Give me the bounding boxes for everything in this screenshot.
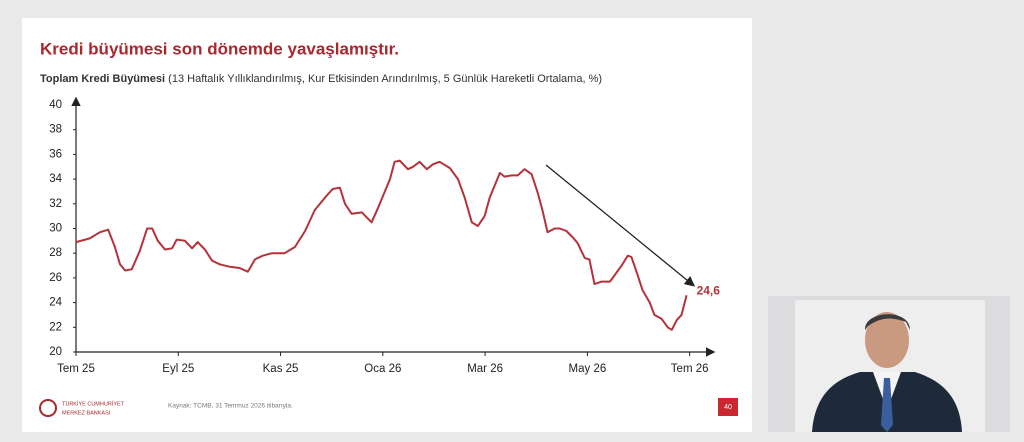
- x-tick-label: Kas 25: [263, 363, 299, 375]
- x-tick-label: Tem 26: [671, 363, 709, 375]
- source: Kaynak: TCMB, 31 Temmuz 2026 itibarıyla.: [168, 403, 293, 410]
- y-tick-label: 40: [49, 99, 62, 111]
- trend-arrow: [545, 164, 696, 287]
- y-tick-label: 38: [49, 124, 62, 136]
- y-tick-label: 22: [49, 321, 62, 333]
- data-line: [75, 159, 688, 331]
- logo-line: MERKEZ BANKASI: [62, 410, 111, 416]
- page-number: 40: [724, 404, 732, 411]
- y-tick-label: 36: [49, 148, 62, 160]
- value-label: 24,6: [697, 283, 721, 297]
- subtitle-bold: Toplam Kredi Büyümesi: [40, 73, 165, 85]
- y-tick-label: 24: [49, 297, 62, 309]
- logo-icon: [39, 399, 57, 417]
- chart-subtitle: Toplam Kredi Büyümesi (13 Haftalık Yıllı…: [40, 73, 602, 85]
- x-tick-label: Oca 26: [364, 363, 401, 375]
- x-tick-label: Mar 26: [467, 363, 503, 375]
- y-tick-label: 30: [49, 223, 62, 235]
- x-tick-label: Eyl 25: [162, 363, 194, 375]
- chart-title: Kredi büyümesi son dönemde yavaşlamıştır…: [40, 39, 399, 58]
- slide: [22, 18, 752, 432]
- x-tick-label: Tem 25: [57, 363, 95, 375]
- logo-line: TÜRKİYE CUMHURİYET: [62, 400, 125, 407]
- y-tick-label: 20: [49, 346, 62, 358]
- page-number-box: [718, 398, 738, 416]
- subtitle-text: (13 Haftalık Yıllıklandırılmış, Kur Etki…: [168, 73, 602, 85]
- y-tick-label: 26: [49, 272, 62, 284]
- webcam-inset: [768, 296, 1010, 432]
- x-tick-label: May 26: [569, 363, 607, 375]
- y-tick-label: 32: [49, 198, 62, 210]
- y-tick-label: 34: [49, 173, 62, 185]
- y-tick-label: 28: [49, 247, 62, 259]
